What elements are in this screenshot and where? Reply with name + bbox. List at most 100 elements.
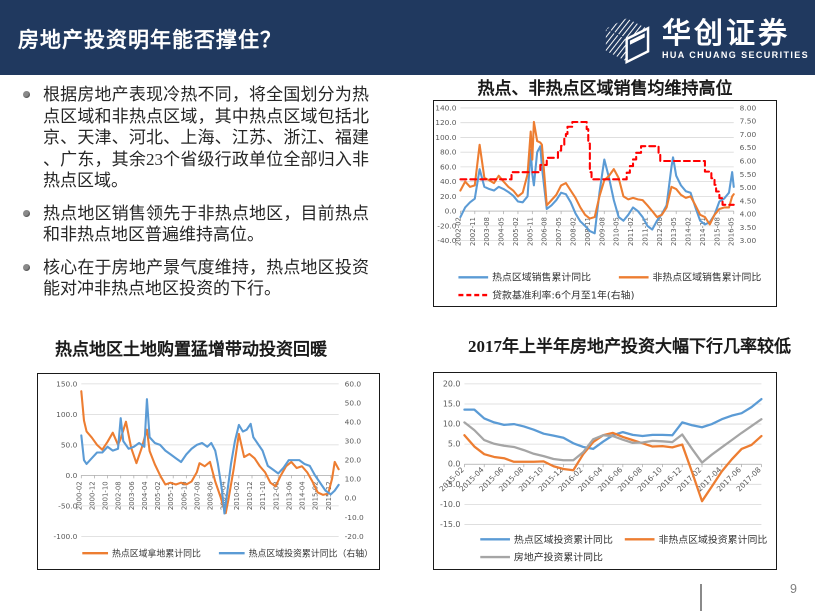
chart2-land-purchase-chart: 150.0 100.0 50.0 0.0 -50.0 -100.0 60.0 50.0 40.0…: [37, 373, 380, 570]
legend-label: 贷款基准利率:6个月至1年(右轴): [492, 289, 634, 302]
right-axis-tick-label: 10.0: [345, 475, 362, 484]
legend-label: 热点区域销售累计同比: [492, 271, 591, 284]
left-axis-tick-label: 150.0: [56, 379, 77, 388]
x-axis-tick-label: 2013-06: [285, 481, 293, 510]
right-axis-tick-label: 7.00: [740, 130, 757, 139]
x-axis-tick-label: 2009-08: [598, 217, 606, 246]
x-axis-tick-label: 2008-02: [569, 217, 577, 246]
x-axis-tick-label: 2007-08: [193, 481, 201, 510]
left-axis-tick-label: -20.0: [437, 221, 456, 230]
right-axis-tick-label: -10.0: [345, 513, 364, 522]
left-axis-tick-label: 80.0: [440, 148, 457, 157]
x-axis-tick-label: 2008-11: [584, 217, 592, 246]
left-axis-tick-label: 40.0: [440, 177, 457, 186]
left-axis-tick-label: -40.0: [437, 236, 456, 245]
right-axis-tick-label: 4.50: [740, 196, 757, 205]
right-axis-tick-label: 0.0: [345, 494, 357, 503]
right-axis-tick-label: 8.00: [740, 103, 757, 112]
chart1-canvas: 140.0 120.0 100.0 80.0 60.0 40.0 20.0 0.0 -20.0 -…: [435, 103, 762, 302]
page-number: 9: [790, 582, 797, 596]
x-axis-tick-label: 2005-02: [512, 217, 520, 246]
bullet-icon: [23, 91, 30, 98]
x-axis-tick-label: 2004-05: [498, 217, 506, 246]
bullet-text: 热点地区销售领先于非热点地区，目前热点和非热点地区普遍维持高位。: [43, 203, 369, 245]
left-axis-tick-label: 140.0: [435, 103, 456, 112]
series-line-3: [463, 418, 763, 464]
x-axis-tick-label: 2010-12: [246, 481, 254, 510]
chart1-title: 热点、非热点区域销售均维持高位: [477, 79, 733, 98]
left-axis-tick-label: 100.0: [56, 410, 77, 419]
left-axis-tick-label: 5.0: [448, 440, 461, 449]
chart3-investment-chart: 20.0 15.0 10.0 5.0 0.0 -5.0 -10.0 -15.0 2015-02 2…: [433, 372, 777, 570]
right-axis-tick-label: 20.0: [345, 456, 362, 465]
left-axis-tick-label: 60.0: [440, 162, 457, 171]
left-axis-tick-label: -50.0: [58, 501, 77, 510]
x-axis-tick-label: 2012-08: [656, 217, 664, 246]
x-axis-tick-label: 2006-08: [541, 217, 549, 246]
legend-label: 非热点区域投资累计同比: [658, 533, 767, 546]
legend-label: 热点区域投资累计同比: [514, 533, 613, 546]
bullet-text: 核心在于房地产景气度维持，热点地区投资能对冲非热点地区投资的下行。: [43, 257, 369, 299]
right-axis-tick-label: 5.50: [740, 170, 757, 179]
series-line-2: [80, 398, 340, 515]
legend-label: 热点区域投资累计同比（右轴）: [249, 548, 373, 560]
chart3-canvas: 20.015.010.05.00.0-5.0-10.0-15.02015-022…: [438, 379, 768, 564]
x-axis-tick-label: 2000-02: [75, 481, 83, 510]
x-axis-tick-label: 2016-05: [728, 217, 736, 246]
left-axis-tick-label: 20.0: [440, 192, 457, 201]
x-axis-tick-label: 2013-05: [670, 217, 678, 246]
left-axis-tick-label: -5.0: [445, 480, 460, 489]
logo: 华创证券 HUA CHUANG SECURITIES: [597, 11, 809, 67]
slide-header: 房地产投资明年能否撑住？ 华创证券 HUA CHUANG SECURITIES: [0, 0, 815, 75]
x-axis-tick-label: 2015-02: [312, 481, 320, 510]
right-axis-tick-label: 6.50: [740, 143, 757, 152]
x-axis-tick-label: 2003-08: [483, 217, 491, 246]
left-axis-tick-label: -15.0: [440, 520, 460, 529]
x-axis-tick-label: 2002-02: [454, 217, 462, 246]
legend-label: 热点区域拿地累计同比: [112, 548, 201, 560]
x-axis-tick-label: 2010-05: [613, 217, 621, 246]
x-axis-tick-label: 2005-11: [526, 217, 534, 246]
slide-title: 房地产投资明年能否撑住？: [18, 29, 282, 52]
x-axis-tick-label: 2003-06: [128, 481, 136, 510]
right-axis-tick-label: -20.0: [345, 532, 364, 541]
left-axis-tick-label: 120.0: [435, 118, 456, 127]
x-axis-tick-label: 2012-08: [272, 481, 280, 510]
left-axis-tick-label: 50.0: [61, 440, 78, 449]
x-axis-tick-label: 2001-10: [102, 481, 110, 510]
right-axis-tick-label: 7.50: [740, 117, 757, 126]
series-line-1: [80, 390, 340, 515]
x-axis-tick-label: 2007-05: [555, 217, 563, 246]
logo-cube-icon: [603, 16, 650, 65]
x-axis-tick-label: 2011-11: [641, 217, 649, 246]
x-axis-tick-label: 2010-02: [233, 481, 241, 510]
bullet-item: 核心在于房地产景气度维持，热点地区投资能对冲非热点地区投资的下行。: [18, 257, 418, 300]
x-axis-tick-label: 2005-12: [167, 481, 175, 510]
left-axis-tick-label: 0.0: [445, 207, 457, 216]
x-axis-tick-label: 2015-12: [325, 481, 333, 510]
chart2-title: 热点地区土地购置猛增带动投资回暖: [55, 340, 327, 359]
series-line-2: [459, 120, 735, 226]
right-axis-tick-label: 4.00: [740, 210, 757, 219]
left-axis-tick-label: 15.0: [443, 399, 461, 408]
x-axis-tick-label: 2011-02: [627, 217, 635, 246]
legend-label: 非热点区域销售累计同比: [653, 271, 762, 284]
x-axis-tick-label: 2005-02: [154, 481, 162, 510]
bullet-list: 根据房地产表现冷热不同，将全国划分为热点区域和非热点区域，其中热点区域包括北京、…: [18, 84, 418, 311]
right-axis-tick-label: 5.00: [740, 183, 757, 192]
x-axis-tick-label: 2000-12: [88, 481, 96, 510]
bullet-icon: [23, 209, 30, 217]
right-axis-tick-label: 6.00: [740, 156, 757, 165]
right-axis-tick-label: 3.00: [740, 236, 757, 245]
legend-label: 房地产投资累计同比: [514, 551, 603, 564]
series-line-3: [459, 120, 735, 206]
bullet-item: 根据房地产表现冷热不同，将全国划分为热点区域和非热点区域，其中热点区域包括北京、…: [18, 84, 418, 192]
left-axis-tick-label: 0.0: [448, 460, 461, 469]
x-axis-tick-label: 2014-04: [299, 481, 307, 510]
right-axis-tick-label: 60.0: [345, 379, 362, 388]
left-axis-tick-label: 0.0: [66, 471, 78, 480]
x-axis-tick-label: 2015-08: [713, 217, 721, 246]
right-axis-tick-label: 30.0: [345, 437, 362, 446]
bullet-icon: [23, 263, 30, 271]
